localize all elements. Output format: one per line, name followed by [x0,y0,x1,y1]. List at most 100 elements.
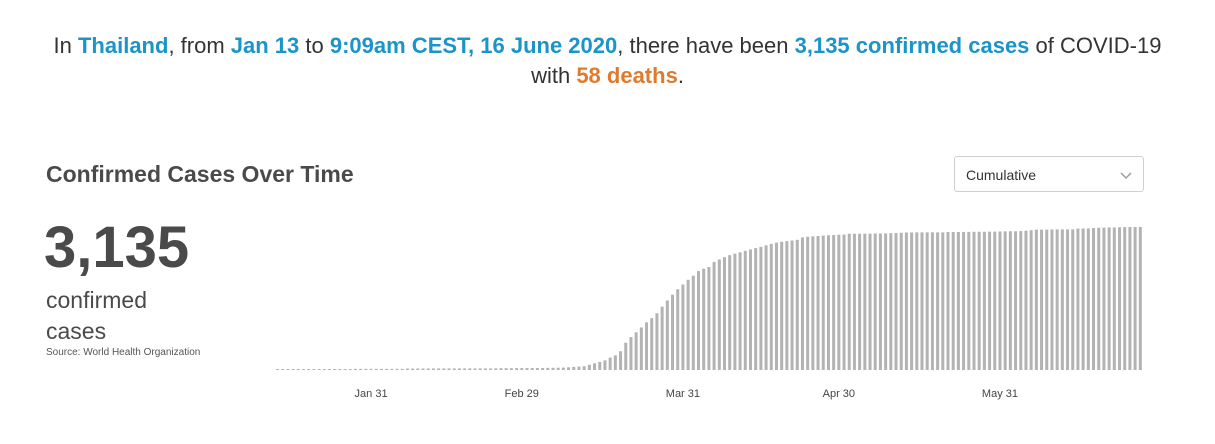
data-bar[interactable] [577,366,581,370]
data-bar[interactable] [312,369,316,370]
data-bar[interactable] [790,240,794,371]
data-bar[interactable] [842,234,846,370]
data-bar[interactable] [826,235,830,370]
data-bar[interactable] [660,306,664,370]
data-bar[interactable] [733,253,737,370]
data-bar[interactable] [437,368,441,370]
data-bar[interactable] [821,235,825,370]
data-bar[interactable] [894,232,898,370]
data-bar[interactable] [619,351,623,370]
data-bar[interactable] [1107,227,1111,370]
data-bar[interactable] [1050,229,1054,370]
data-bar[interactable] [608,357,612,370]
data-bar[interactable] [837,234,841,370]
data-bar[interactable] [988,231,992,370]
data-bar[interactable] [613,355,617,370]
data-bar[interactable] [1118,227,1122,370]
data-bar[interactable] [494,368,498,370]
data-bar[interactable] [655,313,659,370]
country-link[interactable]: Thailand [77,33,169,58]
data-bar[interactable] [327,369,331,370]
data-bar[interactable] [800,237,804,370]
data-bar[interactable] [530,368,534,370]
data-bar[interactable] [785,241,789,370]
data-bar[interactable] [754,248,758,370]
data-bar[interactable] [951,232,955,370]
data-bar[interactable] [374,368,378,370]
data-bar[interactable] [811,236,815,370]
data-bar[interactable] [832,234,836,370]
data-bar[interactable] [759,246,763,370]
data-bar[interactable] [774,242,778,370]
data-bar[interactable] [899,232,903,370]
data-bar[interactable] [884,233,888,370]
data-bar[interactable] [769,243,773,370]
data-bar[interactable] [993,231,997,370]
data-bar[interactable] [930,232,934,370]
data-bar[interactable] [421,368,425,370]
data-bar[interactable] [1092,228,1096,370]
data-bar[interactable] [1014,231,1018,370]
data-bar[interactable] [904,232,908,370]
data-bar[interactable] [463,368,467,370]
data-bar[interactable] [863,233,867,370]
data-bar[interactable] [473,368,477,370]
data-bar[interactable] [276,369,280,370]
data-bar[interactable] [281,369,285,370]
data-bar[interactable] [1076,228,1080,370]
data-bar[interactable] [998,231,1002,370]
data-bar[interactable] [910,232,914,370]
data-bar[interactable] [1060,229,1064,370]
data-bar[interactable] [702,268,706,370]
data-bar[interactable] [728,255,732,370]
data-bar[interactable] [858,233,862,370]
data-bar[interactable] [353,368,357,370]
data-bar[interactable] [317,369,321,370]
data-bar[interactable] [296,369,300,370]
data-bar[interactable] [515,368,519,370]
data-bar[interactable] [956,232,960,370]
data-bar[interactable] [868,233,872,370]
data-bar[interactable] [1008,231,1012,370]
data-bar[interactable] [509,368,513,370]
data-bar[interactable] [738,252,742,370]
data-bar[interactable] [1086,228,1090,370]
data-bar[interactable] [982,231,986,370]
data-bar[interactable] [338,369,342,370]
data-bar[interactable] [535,368,539,370]
data-bar[interactable] [915,232,919,370]
data-bar[interactable] [359,368,363,370]
data-bar[interactable] [1071,229,1075,370]
data-bar[interactable] [598,361,602,370]
data-bar[interactable] [780,241,784,370]
data-bar[interactable] [977,231,981,370]
data-bar[interactable] [629,337,633,370]
data-bar[interactable] [639,327,643,370]
data-bar[interactable] [1003,231,1007,370]
data-bar[interactable] [567,367,571,370]
data-bar[interactable] [743,250,747,370]
data-bar[interactable] [1133,227,1137,370]
data-bar[interactable] [1034,229,1038,370]
data-bar[interactable] [645,322,649,370]
data-bar[interactable] [967,231,971,370]
data-bar[interactable] [364,368,368,370]
data-bar[interactable] [556,367,560,370]
data-bar[interactable] [452,368,456,370]
data-bar[interactable] [431,368,435,370]
data-bar[interactable] [946,232,950,370]
data-bar[interactable] [587,364,591,370]
data-bar[interactable] [1102,227,1106,370]
data-bar[interactable] [1029,230,1033,370]
data-bar[interactable] [972,231,976,370]
data-bar[interactable] [405,368,409,370]
data-bar[interactable] [520,368,524,370]
data-bar[interactable] [816,235,820,370]
data-bar[interactable] [551,367,555,370]
data-bar[interactable] [478,368,482,370]
data-bar[interactable] [665,300,669,370]
data-bar[interactable] [442,368,446,370]
data-bar[interactable] [561,367,565,370]
data-bar[interactable] [691,275,695,370]
data-bar[interactable] [603,360,607,370]
